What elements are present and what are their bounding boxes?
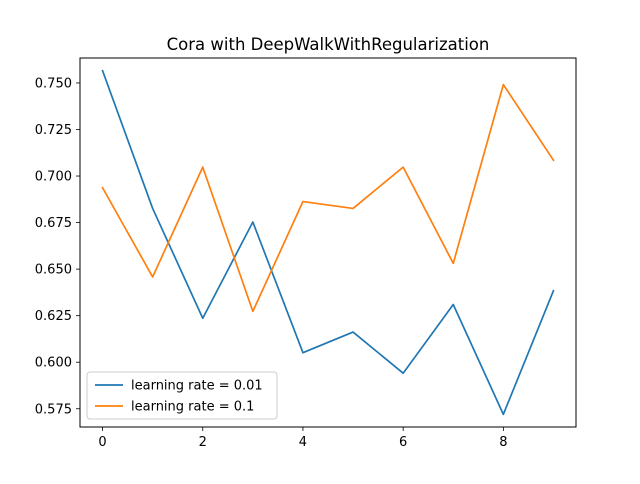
y-tick-label: 0.625 bbox=[35, 309, 72, 324]
y-tick-label: 0.675 bbox=[35, 216, 72, 231]
plot-area: 0 2 4 6 8 0.575 0.600 0.625 0.650 0.675 0.700 0.725… bbox=[35, 57, 577, 450]
y-tick-label: 0.700 bbox=[35, 170, 72, 185]
legend: learning rate = 0.01 learning rate = 0.1 bbox=[86, 371, 278, 420]
legend-label: learning rate = 0.01 bbox=[131, 379, 263, 394]
x-tick-label: 4 bbox=[299, 435, 307, 450]
x-tick-label: 0 bbox=[98, 435, 106, 450]
y-tick-label: 0.600 bbox=[35, 356, 72, 371]
x-tick-label: 8 bbox=[499, 435, 507, 450]
x-tick-label: 6 bbox=[399, 435, 407, 450]
chart-title: Cora with DeepWalkWithRegularization bbox=[167, 35, 490, 54]
y-tick-label: 0.725 bbox=[35, 123, 72, 138]
y-tick-label: 0.575 bbox=[35, 402, 72, 417]
series-line-1 bbox=[101, 69, 555, 416]
legend-label: learning rate = 0.1 bbox=[131, 400, 254, 415]
legend-box bbox=[86, 371, 278, 420]
y-tick-label: 0.750 bbox=[35, 76, 72, 91]
series-line-2 bbox=[101, 83, 555, 313]
axes-frame bbox=[79, 57, 577, 428]
x-tick-label: 2 bbox=[199, 435, 207, 450]
y-tick-label: 0.650 bbox=[35, 263, 72, 278]
